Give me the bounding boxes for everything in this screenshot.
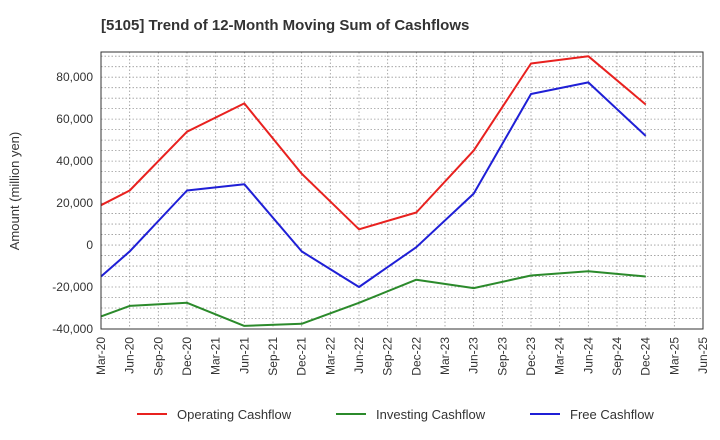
x-tick-label: Sep-21 <box>266 337 280 376</box>
legend: Operating Cashflow Investing Cashflow Free… <box>137 407 654 422</box>
grid <box>100 52 704 330</box>
plot-frame <box>100 51 704 330</box>
legend-label-investing-cashflow: Investing Cashflow <box>376 407 486 422</box>
x-tick-label: Dec-20 <box>180 337 194 376</box>
x-tick-label: Sep-24 <box>610 337 624 376</box>
y-tick-label: -20,000 <box>52 280 93 294</box>
x-tick-label: Dec-22 <box>409 337 423 376</box>
x-tick-label: Jun-22 <box>352 337 366 374</box>
x-tick-label: Jun-20 <box>123 337 137 374</box>
x-tick-label: Dec-24 <box>639 337 653 376</box>
x-axis-ticks: Mar-20 Jun-20 Sep-20 Dec-20 Mar-21 Jun-21 Sep-… <box>94 337 710 376</box>
y-axis-label: Amount (million yen) <box>7 132 22 251</box>
x-tick-label: Mar-22 <box>323 337 337 375</box>
x-tick-label: Jun-25 <box>696 337 710 374</box>
series-line-free-cashflow <box>100 81 647 288</box>
series-line-investing-cashflow <box>100 270 646 327</box>
legend-label-free-cashflow: Free Cashflow <box>570 407 654 422</box>
x-tick-label: Jun-24 <box>581 337 595 374</box>
chart-title: [5105] Trend of 12-Month Moving Sum of C… <box>101 17 469 34</box>
x-tick-label: Mar-25 <box>667 337 681 375</box>
x-tick-label: Sep-23 <box>495 337 509 376</box>
x-tick-label: Jun-21 <box>237 337 251 374</box>
y-tick-label: 40,000 <box>56 154 93 168</box>
series-lines <box>100 55 647 327</box>
x-tick-label: Mar-24 <box>553 337 567 375</box>
y-tick-label: 80,000 <box>56 70 93 84</box>
x-tick-label: Sep-22 <box>381 337 395 376</box>
y-tick-label: -40,000 <box>52 322 93 336</box>
x-tick-label: Sep-20 <box>151 337 165 376</box>
y-tick-label: 60,000 <box>56 112 93 126</box>
x-tick-label: Mar-23 <box>438 337 452 375</box>
x-tick-label: Jun-23 <box>467 337 481 374</box>
x-tick-label: Mar-20 <box>94 337 108 375</box>
y-tick-label: 20,000 <box>56 196 93 210</box>
x-tick-label: Dec-23 <box>524 337 538 376</box>
x-tick-label: Mar-21 <box>209 337 223 375</box>
y-tick-label: 0 <box>86 238 93 252</box>
x-tick-label: Dec-21 <box>295 337 309 376</box>
legend-label-operating-cashflow: Operating Cashflow <box>177 407 292 422</box>
y-axis-ticks: 80,000 60,000 40,000 20,000 0 -20,000 -40,000 <box>52 70 93 336</box>
series-line-operating-cashflow <box>100 55 647 231</box>
